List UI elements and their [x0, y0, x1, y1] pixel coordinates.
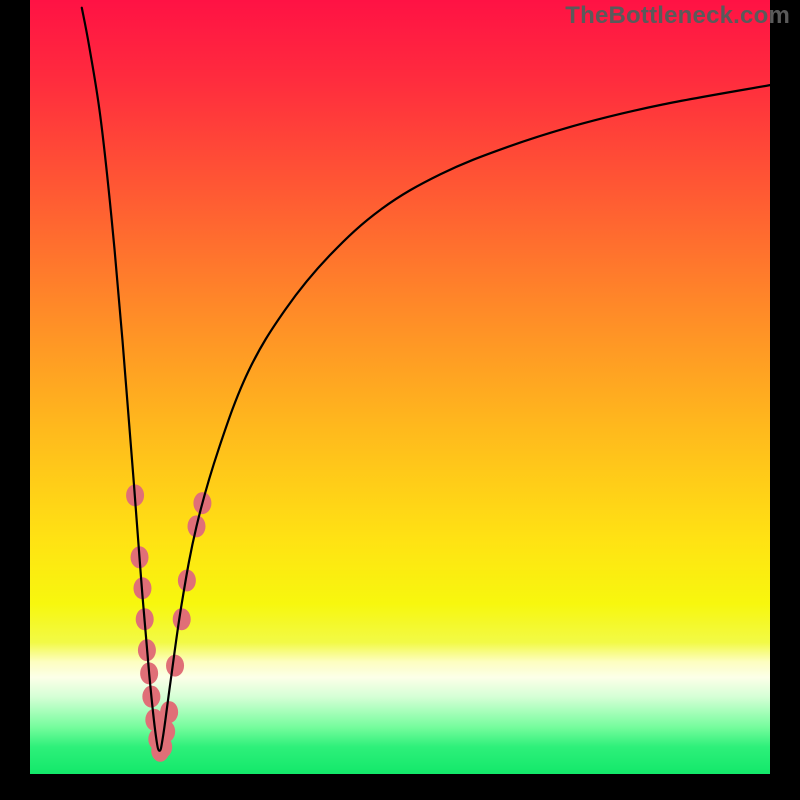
- marker-point: [157, 720, 175, 742]
- marker-point: [160, 701, 178, 723]
- chart-svg: [0, 0, 800, 800]
- attribution-text: TheBottleneck.com: [565, 2, 790, 30]
- marker-point: [166, 655, 184, 677]
- figure-root: TheBottleneck.com: [0, 0, 800, 800]
- marker-point: [173, 608, 191, 630]
